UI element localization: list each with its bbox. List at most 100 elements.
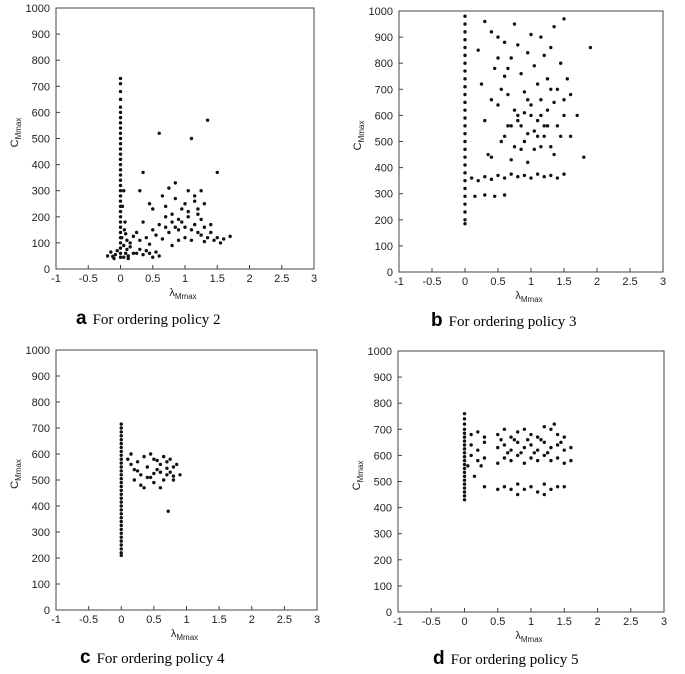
data-point [119, 553, 123, 558]
data-point [502, 40, 507, 45]
data-point [163, 225, 168, 229]
data-point [516, 440, 520, 445]
y-tick-label: 500 [32, 475, 50, 487]
x-axis-title: λMmax [515, 630, 542, 644]
data-point [496, 445, 500, 450]
data-point [549, 458, 553, 463]
data-point [113, 252, 118, 257]
data-point [532, 129, 536, 133]
data-point [496, 173, 500, 178]
data-point [119, 434, 123, 438]
data-point [462, 490, 467, 494]
data-point [119, 449, 123, 454]
data-point [555, 176, 560, 180]
data-point [559, 134, 563, 138]
data-point [463, 14, 467, 18]
data-point [506, 124, 510, 128]
data-point [228, 234, 232, 239]
data-point [119, 527, 123, 532]
data-point [189, 136, 194, 141]
data-point [122, 228, 127, 232]
data-point [526, 131, 530, 136]
data-point [161, 478, 166, 482]
panel-a: -1 -0.5 0 0.5 1 1.5 2 2.5 3 0 100 200 300 400 500 600 70… [0, 0, 335, 335]
data-point [119, 504, 123, 508]
data-point [192, 194, 197, 198]
y-tick-label: 800 [374, 398, 392, 410]
data-point [545, 124, 550, 128]
y-tick-label: 100 [374, 581, 392, 593]
x-tick-label: 3 [660, 276, 666, 288]
data-point [562, 172, 566, 176]
data-point [119, 469, 123, 473]
data-point [469, 453, 473, 458]
caption-letter-a: a [76, 308, 87, 329]
y-axis-title: CMmax [351, 461, 365, 491]
y-tick-label: 1000 [369, 6, 393, 18]
data-point [539, 145, 543, 149]
x-tick-label: 1 [183, 614, 189, 626]
x-tick-label: -0.5 [422, 616, 441, 628]
data-point [192, 199, 197, 203]
x-tick-label: 2.5 [623, 616, 638, 628]
data-point [462, 486, 467, 490]
data-point [463, 116, 467, 120]
data-point [519, 451, 523, 455]
data-point [463, 194, 467, 199]
data-point [151, 255, 155, 259]
y-tick-label: 400 [375, 163, 393, 175]
data-point [502, 485, 507, 489]
data-point [463, 84, 467, 89]
data-point [129, 462, 133, 467]
data-point [472, 474, 477, 478]
data-point [529, 432, 533, 437]
x-tick-label: 0 [118, 614, 124, 626]
data-point [463, 53, 467, 58]
y-tick-label: 900 [32, 29, 50, 41]
data-point [466, 464, 470, 468]
data-point [496, 56, 500, 60]
data-point [463, 124, 467, 128]
data-point [171, 474, 176, 478]
x-tick-label: 1.5 [210, 273, 225, 285]
data-point [522, 487, 527, 492]
data-point [463, 171, 467, 175]
data-point [463, 202, 467, 206]
data-point [529, 456, 533, 460]
data-point [142, 486, 146, 490]
data-point [496, 432, 500, 437]
data-point [462, 451, 467, 455]
data-point [118, 178, 123, 182]
data-point [142, 454, 146, 459]
data-point [199, 189, 203, 193]
data-point [462, 439, 467, 443]
data-point [549, 145, 553, 149]
data-point [151, 228, 155, 232]
data-point [516, 482, 520, 486]
data-point [469, 432, 473, 437]
data-point [549, 87, 553, 92]
x-tick-label: 2.5 [277, 614, 292, 626]
data-point [483, 118, 487, 123]
data-point [535, 448, 540, 452]
data-point [476, 458, 480, 463]
data-point [118, 136, 123, 141]
data-point [165, 460, 169, 464]
data-point [173, 225, 178, 229]
y-tick-label: 200 [375, 215, 393, 227]
data-point [516, 453, 520, 458]
caption-c: c For ordering policy 4 [80, 647, 224, 669]
data-point [167, 230, 171, 235]
data-point [522, 90, 527, 94]
data-point [119, 422, 123, 426]
data-point [170, 220, 174, 224]
data-point [122, 189, 126, 193]
data-point [118, 126, 123, 130]
data-point [512, 438, 517, 442]
data-point [125, 238, 129, 242]
x-tick-label: 0.5 [490, 276, 505, 288]
data-point [152, 457, 156, 461]
data-point [509, 487, 513, 492]
data-point [147, 251, 152, 256]
data-point [555, 124, 560, 128]
